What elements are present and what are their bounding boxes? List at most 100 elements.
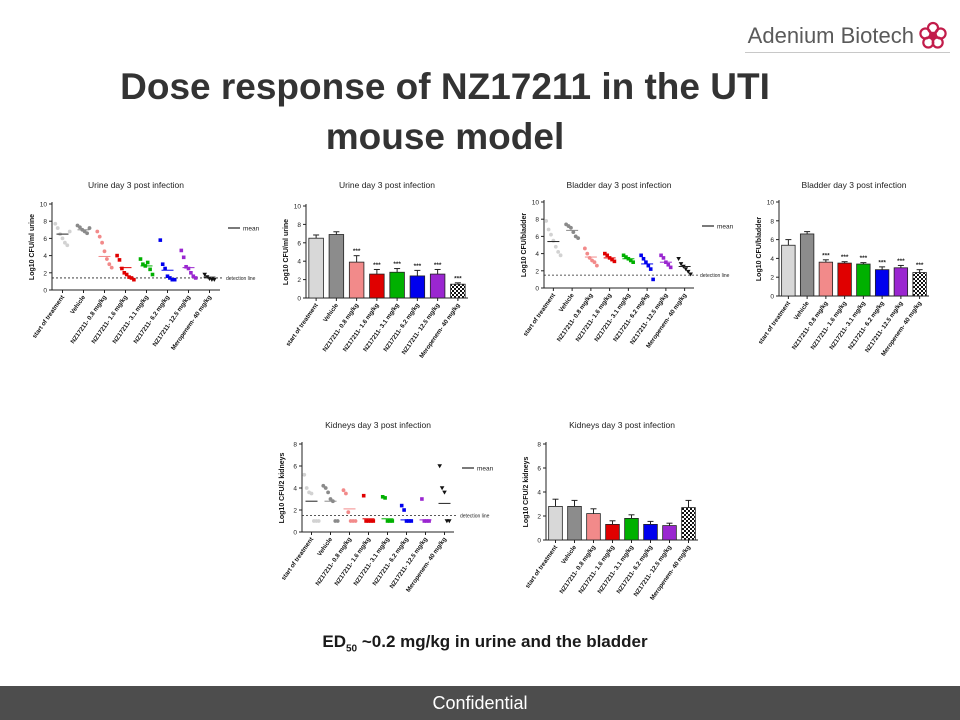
bar — [369, 273, 385, 299]
data-point — [65, 243, 70, 248]
bar — [912, 272, 927, 297]
data-point — [127, 275, 131, 279]
data-point — [631, 260, 635, 264]
data-point — [420, 497, 424, 501]
y-tick-label: 2 — [293, 508, 297, 515]
data-point — [621, 253, 626, 258]
data-point — [369, 519, 373, 523]
data-point — [172, 277, 177, 282]
y-tick-label: 4 — [535, 251, 539, 258]
data-point — [163, 266, 167, 271]
bar — [567, 506, 582, 541]
data-point — [170, 277, 175, 282]
data-point — [553, 244, 558, 249]
y-axis-label: Log10 CFU/ml urine — [29, 214, 36, 280]
y-axis-label: Log10 CFU/2 kidneys — [279, 452, 286, 523]
data-point — [380, 495, 385, 499]
data-point — [102, 249, 107, 254]
data-point — [193, 276, 198, 280]
bar — [837, 262, 852, 297]
data-point — [683, 267, 689, 272]
y-tick-label: 6 — [293, 464, 297, 471]
data-point — [53, 221, 58, 226]
logo-divider — [745, 52, 950, 53]
data-point — [85, 231, 89, 236]
data-point — [115, 253, 119, 258]
category-label: Vehicle — [69, 294, 87, 316]
category-label: start of treatment — [522, 292, 557, 338]
data-point — [582, 246, 587, 251]
data-point — [60, 236, 65, 241]
y-tick-label: 4 — [43, 253, 47, 260]
data-point — [150, 272, 155, 277]
data-point — [546, 227, 551, 232]
y-tick-label: 2 — [297, 277, 301, 284]
y-tick-label: 8 — [770, 218, 774, 225]
data-point — [168, 276, 172, 280]
category-label: NZ17211- 12.5 mg/kg — [151, 294, 192, 348]
data-point — [404, 519, 409, 523]
bar — [548, 506, 563, 541]
bar — [799, 233, 815, 297]
y-tick-label: 10 — [532, 200, 540, 207]
data-point — [145, 260, 150, 265]
data-point — [364, 519, 368, 523]
data-point — [585, 251, 590, 256]
data-point — [571, 230, 576, 234]
data-point — [158, 238, 163, 242]
data-point — [191, 274, 196, 279]
data-point — [371, 519, 376, 523]
data-point — [212, 277, 217, 282]
footer-bar: Confidential — [0, 686, 960, 720]
data-point — [124, 272, 129, 277]
category-label: Meropenem- 40 mg/kg — [170, 294, 213, 352]
data-point — [95, 229, 100, 234]
y-tick-label: 0 — [297, 296, 301, 303]
y-tick-label: 4 — [770, 256, 774, 263]
data-point — [326, 490, 330, 495]
data-point — [78, 225, 82, 230]
data-point — [328, 497, 333, 501]
footer-text: Confidential — [432, 693, 528, 713]
category-label: Vehicle — [316, 536, 334, 558]
data-point — [685, 269, 691, 274]
data-point — [63, 240, 67, 245]
significance-label: *** — [822, 252, 830, 259]
y-tick-label: 6 — [535, 234, 539, 241]
data-point — [678, 262, 684, 267]
significance-label: *** — [878, 259, 886, 266]
category-label: start of treatment — [285, 302, 320, 348]
data-point — [388, 519, 392, 523]
data-point — [668, 265, 673, 270]
data-point — [138, 257, 143, 261]
chart-title: Urine day 3 post infection — [339, 180, 435, 190]
data-point — [302, 472, 307, 477]
y-tick-label: 8 — [297, 222, 301, 229]
data-point — [659, 253, 663, 258]
data-point — [129, 276, 134, 280]
bar — [856, 263, 871, 297]
data-point — [181, 255, 186, 260]
data-point — [651, 277, 655, 282]
y-tick-label: 4 — [537, 490, 541, 497]
category-label: NZ17211- 1.6 mg/kg — [342, 302, 381, 353]
data-point — [165, 274, 170, 279]
y-axis-label: Log10 CFU/bladder — [521, 213, 528, 277]
data-point — [549, 232, 553, 237]
category-label: Vehicle — [793, 300, 811, 322]
y-tick-label: 2 — [43, 270, 47, 277]
data-point — [346, 510, 351, 515]
significance-label: *** — [353, 248, 361, 255]
significance-label: *** — [454, 275, 462, 282]
brand-logo: Adenium Biotech — [748, 18, 948, 54]
significance-label: *** — [841, 254, 849, 261]
data-point — [439, 486, 445, 491]
bar — [328, 234, 345, 299]
bar — [429, 273, 446, 299]
data-point — [55, 226, 60, 230]
significance-label: *** — [434, 262, 442, 269]
data-point — [100, 240, 104, 245]
chart-title: Bladder day 3 post infection — [567, 180, 672, 190]
bar — [781, 244, 796, 297]
caption-prefix: ED — [322, 632, 346, 651]
